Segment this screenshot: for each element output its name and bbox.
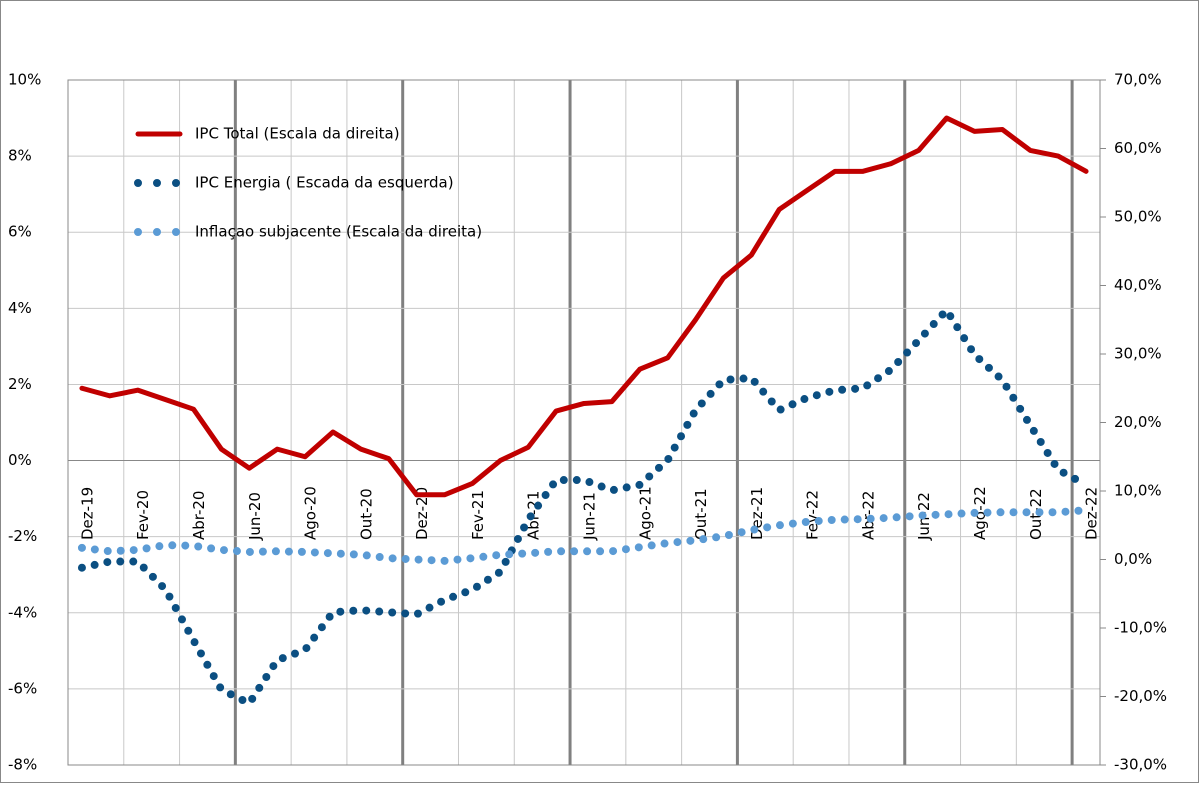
x-tick-label: Abr-20 <box>190 491 208 541</box>
y-tick-label: -8% <box>8 756 37 774</box>
y-tick-label: -4% <box>8 603 37 621</box>
x-tick-label: Dez-22 <box>1083 487 1101 540</box>
y2-tick-label: -10,0% <box>1114 619 1167 637</box>
series-line <box>79 115 1089 498</box>
legend-label: IPC Energia ( Escada da esquerda) <box>195 174 454 192</box>
y2-tick-label: -20,0% <box>1114 687 1167 705</box>
y2-tick-label: 0,0% <box>1114 550 1152 568</box>
y-tick-label: -2% <box>8 527 37 545</box>
y2-tick-label: 40,0% <box>1114 276 1162 294</box>
y2-tick-label: 10,0% <box>1114 482 1162 500</box>
x-tick-label: Out-20 <box>357 488 375 540</box>
x-tick-label: Fev-22 <box>804 490 822 540</box>
x-tick-label: Jun-21 <box>581 492 599 541</box>
series-line <box>77 506 1091 565</box>
x-tick-label: Dez-19 <box>78 487 96 540</box>
x-tick-label: Ago-20 <box>302 486 320 540</box>
x-tick-label: Abr-22 <box>859 491 877 541</box>
y2-tick-label: 30,0% <box>1114 345 1162 363</box>
y-tick-label: 4% <box>8 299 32 317</box>
x-tick-label: Dez-20 <box>413 487 431 540</box>
y-tick-label: 2% <box>8 375 32 393</box>
legend-label: IPC Total (Escala da direita) <box>195 125 400 143</box>
y-tick-label: -6% <box>8 679 37 697</box>
x-tick-label: Fev-21 <box>469 490 487 540</box>
x-tick-label: Out-21 <box>692 488 710 540</box>
x-tick-label: Ago-22 <box>971 486 989 540</box>
y-tick-label: 10% <box>8 71 41 89</box>
y2-tick-label: 60,0% <box>1114 139 1162 157</box>
x-tick-label: Out-22 <box>1027 488 1045 540</box>
x-tick-label: Jun-20 <box>246 492 264 541</box>
legend-label: Inflaçao subjacente (Escala da direita) <box>195 223 482 241</box>
y2-tick-label: -30,0% <box>1114 756 1167 774</box>
plot-border <box>67 79 1101 766</box>
series-line <box>77 306 1091 708</box>
y2-tick-label: 50,0% <box>1114 208 1162 226</box>
x-tick-label: Fev-20 <box>134 490 152 540</box>
x-tick-label: Ago-21 <box>636 486 654 540</box>
y-tick-label: 0% <box>8 451 32 469</box>
y2-tick-label: 20,0% <box>1114 413 1162 431</box>
y-tick-label: 6% <box>8 223 32 241</box>
y-tick-label: 8% <box>8 147 32 165</box>
y2-tick-label: 70,0% <box>1114 71 1162 89</box>
